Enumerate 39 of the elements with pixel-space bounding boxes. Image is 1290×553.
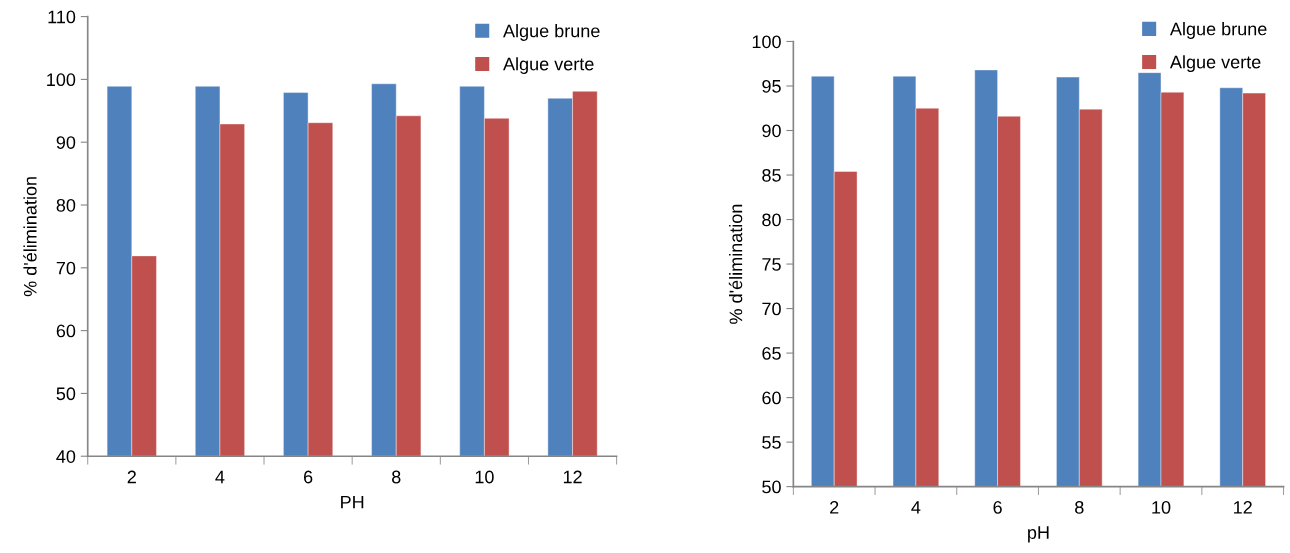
x-tick-label: 2 <box>830 501 839 514</box>
y-tick-label: 55 <box>762 436 781 449</box>
y-tick-label: 70 <box>56 261 76 275</box>
x-tick-label: 4 <box>911 501 921 514</box>
x-tick-label: 4 <box>215 470 225 484</box>
y-tick-label: 95 <box>762 79 781 93</box>
y-tick-label: 50 <box>56 387 76 401</box>
x-tick-label: 6 <box>993 501 1002 514</box>
y-tick-label: 65 <box>762 347 781 360</box>
x-tick-label: 12 <box>1234 501 1252 514</box>
x-tick-label: 12 <box>563 470 582 484</box>
y-tick-label: 80 <box>762 213 781 227</box>
legend-label: Algue verte <box>503 57 594 74</box>
x-tick-label: 10 <box>475 470 494 484</box>
x-tick-label: 8 <box>392 470 401 484</box>
y-tick-label: 85 <box>762 168 781 182</box>
x-tick-label: 2 <box>127 470 136 484</box>
legend-label: Algue verte <box>1169 55 1261 73</box>
y-tick-label: 110 <box>48 10 76 24</box>
y-tick-label: 100 <box>47 73 76 87</box>
y-axis-title: % d'élimination <box>23 177 37 297</box>
y-tick-label: 100 <box>752 35 781 49</box>
y-tick-label: 60 <box>56 324 76 338</box>
legend-label: Algue brune <box>1169 22 1267 39</box>
y-tick-label: 90 <box>56 136 76 149</box>
x-tick-label: 10 <box>1152 501 1171 514</box>
y-tick-label: 50 <box>762 480 781 494</box>
y-tick-label: 60 <box>762 391 781 405</box>
y-axis-title: % d'élimination <box>728 204 743 324</box>
y-tick-label: 75 <box>762 258 781 271</box>
legend-label: Algue brune <box>503 24 600 41</box>
x-axis-title: PH <box>341 495 364 509</box>
y-tick-label: 90 <box>762 124 781 138</box>
x-tick-label: 6 <box>303 470 313 484</box>
x-axis-title: pH <box>1028 526 1049 543</box>
y-tick-label: 70 <box>762 302 781 316</box>
y-tick-label: 80 <box>56 198 76 212</box>
x-tick-label: 8 <box>1075 501 1084 514</box>
y-tick-label: 40 <box>56 450 76 463</box>
